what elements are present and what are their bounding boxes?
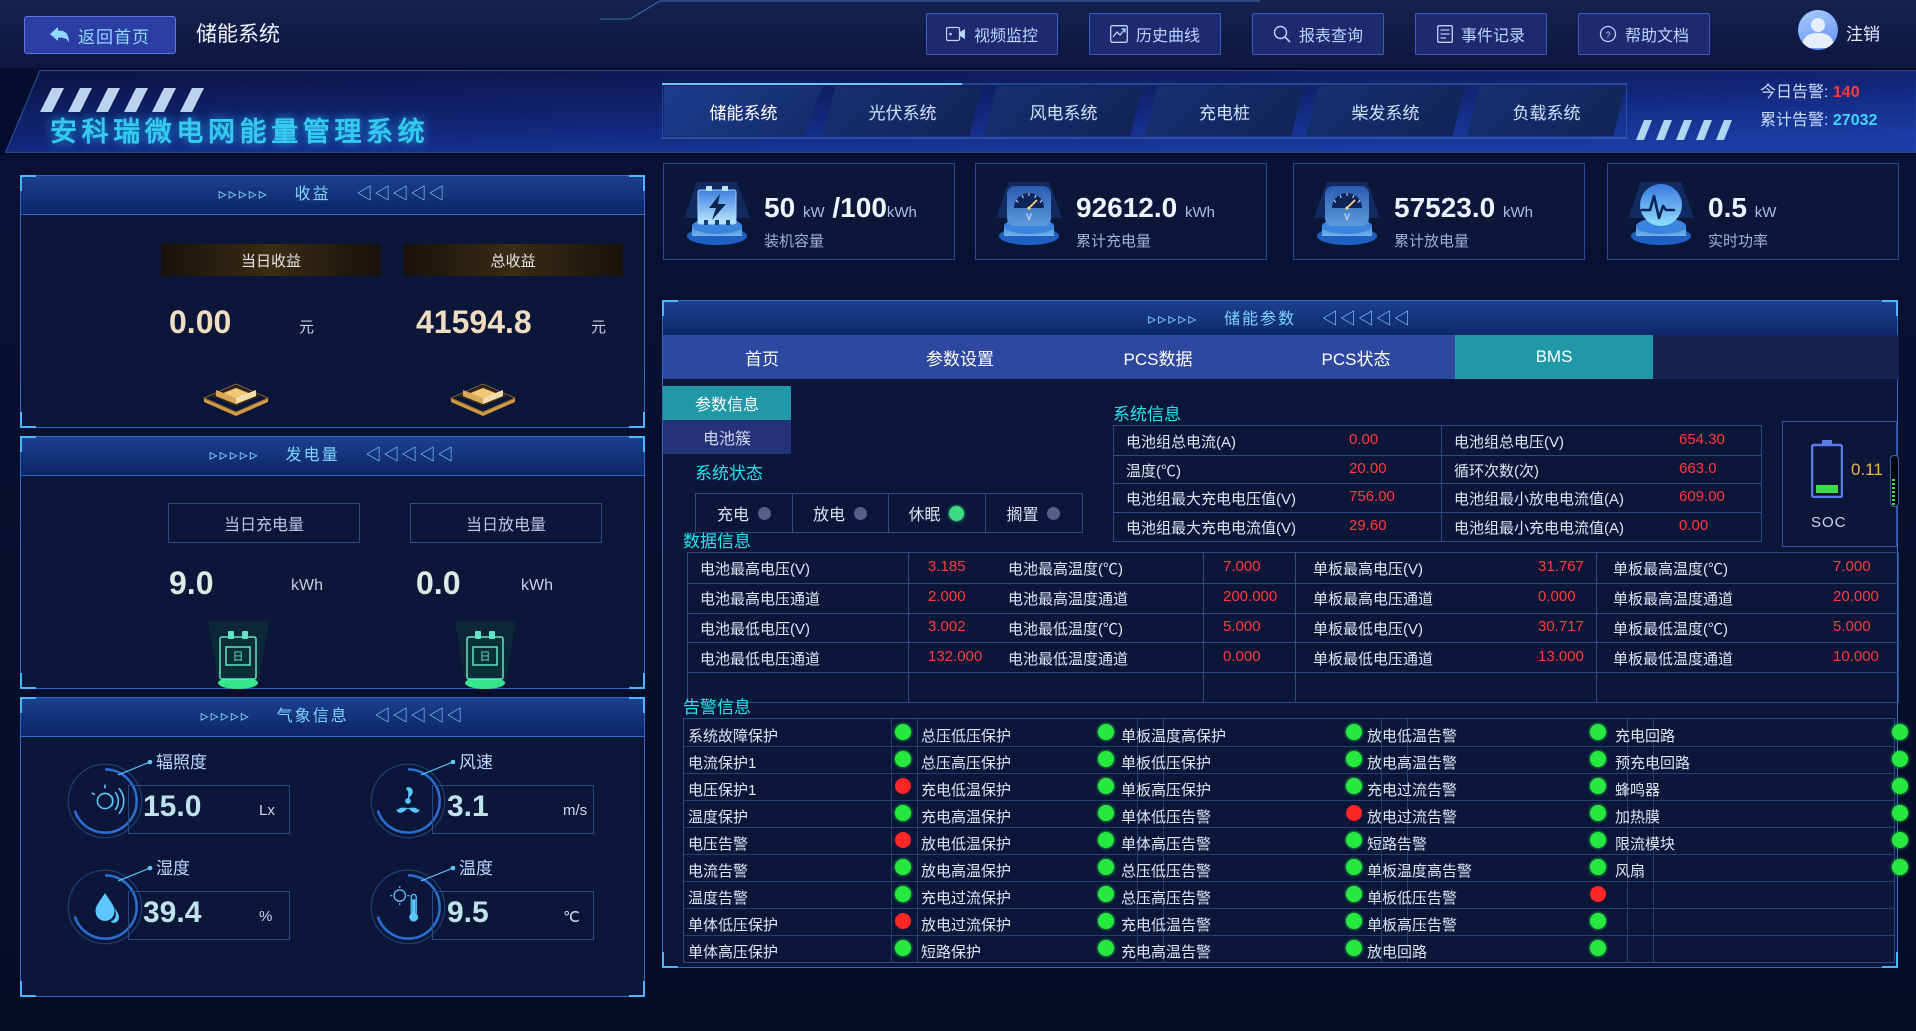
svg-text:?: ? <box>1605 30 1610 40</box>
svg-text:V: V <box>1344 212 1350 222</box>
svg-text:日: 日 <box>480 651 491 663</box>
svg-text:V: V <box>1026 212 1032 222</box>
svg-text:日: 日 <box>233 651 244 663</box>
